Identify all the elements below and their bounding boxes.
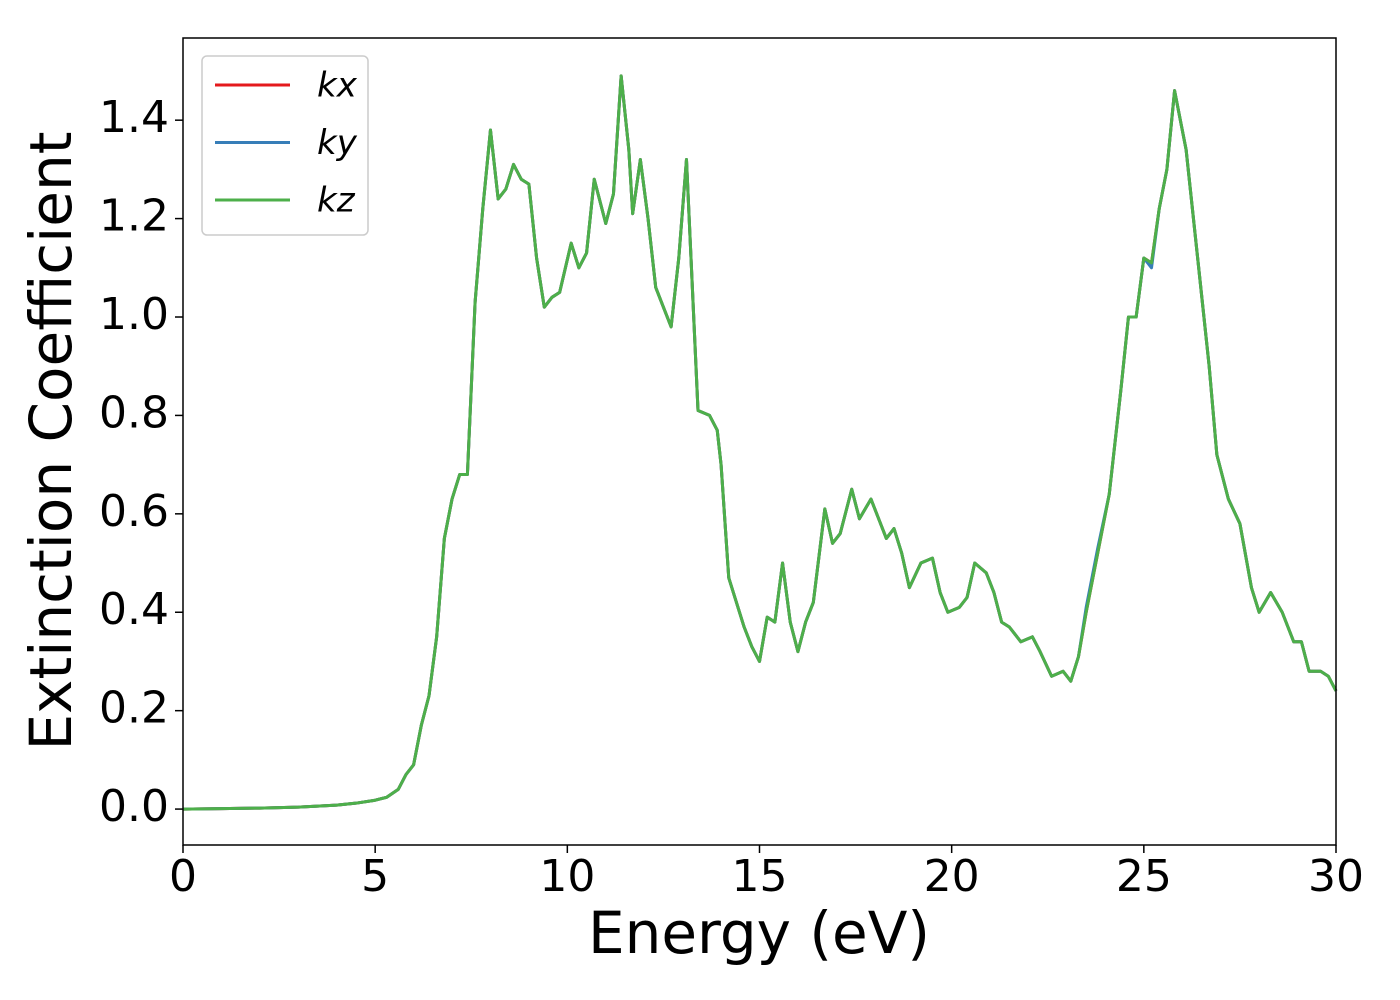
y-tick-label: 0.6 — [99, 486, 169, 537]
y-tick-label: 0.0 — [99, 781, 169, 832]
x-tick-label: 20 — [924, 851, 980, 902]
series-line — [182, 74, 1338, 811]
y-axis-label: Extinction Coefficient — [17, 132, 85, 751]
x-tick-label: 0 — [169, 851, 197, 902]
x-tick-label: 10 — [539, 851, 595, 902]
x-tick-label: 5 — [361, 851, 389, 902]
x-axis-label: Energy (eV) — [588, 899, 930, 967]
y-tick-label: 1.4 — [99, 92, 169, 143]
x-tick-label: 30 — [1308, 851, 1364, 902]
y-tick-label: 0.8 — [99, 387, 169, 438]
y-tick-label: 0.2 — [99, 683, 169, 734]
x-tick-label: 15 — [732, 851, 788, 902]
plot-frame — [182, 37, 1337, 846]
y-tick-label: 1.2 — [99, 191, 169, 242]
y-tick-label: 1.0 — [99, 289, 169, 340]
legend-box — [201, 55, 369, 236]
y-tick-label: 0.4 — [99, 584, 169, 635]
legend-label: kx — [317, 66, 358, 106]
legend-label: ky — [317, 123, 358, 163]
legend-label: kz — [317, 181, 356, 221]
x-tick-label: 25 — [1116, 851, 1172, 902]
